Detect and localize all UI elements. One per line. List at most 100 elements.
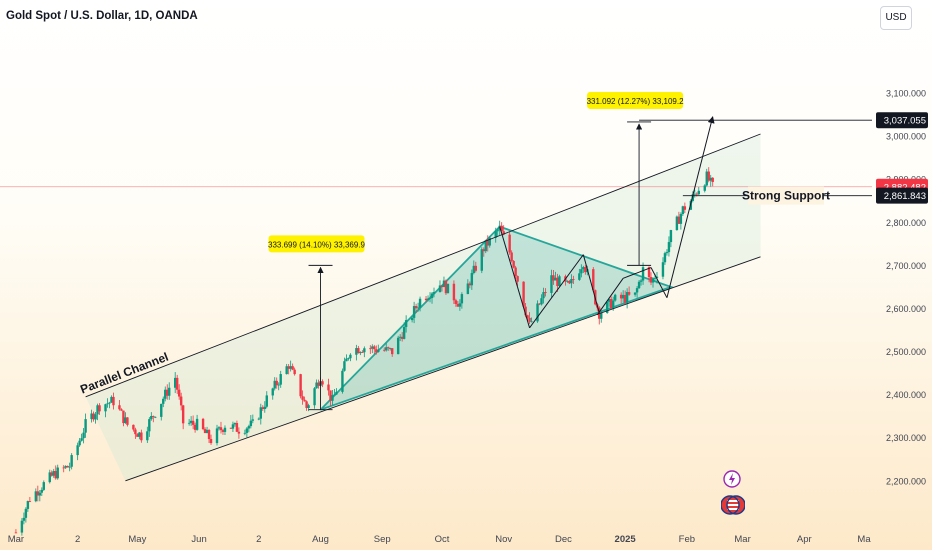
candle-body <box>203 429 207 434</box>
x-tick-label: Oct <box>435 534 450 545</box>
candle-body <box>289 366 292 369</box>
candle-body <box>647 267 651 278</box>
candle-body <box>572 279 575 280</box>
candle-body <box>160 403 163 417</box>
candle-body <box>146 431 149 441</box>
candle-body <box>279 374 282 385</box>
candle-body <box>536 303 539 322</box>
candle-body <box>373 346 376 350</box>
candle-body <box>62 467 65 469</box>
candle-body <box>679 214 683 224</box>
candle-body <box>484 240 487 252</box>
candle-body <box>243 432 247 434</box>
candle-body <box>193 424 197 430</box>
candle-body <box>705 171 708 186</box>
candle-body <box>410 317 414 321</box>
candle-body <box>526 315 529 318</box>
candle-body <box>259 407 263 419</box>
price-label-2861-bg <box>876 187 928 204</box>
candle-body <box>480 249 483 271</box>
candle-body <box>709 177 712 181</box>
candle-body <box>675 216 679 231</box>
candle-body <box>500 225 503 232</box>
x-tick-label: Mar <box>8 534 24 545</box>
candle-body <box>154 416 157 418</box>
candle-body <box>118 405 121 410</box>
projection-line <box>596 278 624 316</box>
candle-body <box>42 482 45 490</box>
candle-body <box>207 429 211 440</box>
candle-body <box>446 283 450 294</box>
candle-body <box>48 472 51 483</box>
x-tick-label: 2 <box>256 534 261 545</box>
candle-body <box>68 466 71 468</box>
y-tick-label: 2,400.000 <box>886 390 926 400</box>
candle-body <box>277 384 280 386</box>
currency-button[interactable]: USD <box>880 6 912 30</box>
candle-body <box>359 352 362 354</box>
measure-label: 333.699 (14.10%) 33,369.9 <box>268 240 366 249</box>
candle-body <box>508 234 511 253</box>
candle-body <box>456 303 460 307</box>
candle-body <box>329 390 332 401</box>
candle-body <box>80 438 83 441</box>
candle-body <box>106 403 109 405</box>
candle-body <box>345 358 348 362</box>
candle-body <box>621 294 625 299</box>
candle-body <box>606 301 609 313</box>
candle-body <box>120 409 123 411</box>
candle-body <box>582 267 585 270</box>
candle-body <box>305 401 308 408</box>
candle-body <box>627 292 631 295</box>
candle-body <box>641 267 645 281</box>
candle-body <box>416 307 420 309</box>
candle-body <box>38 492 42 496</box>
candle-body <box>404 320 408 327</box>
candle-body <box>387 347 390 349</box>
candle-body <box>347 358 350 359</box>
candle-body <box>138 432 141 437</box>
candle-body <box>669 230 673 243</box>
candle-body <box>205 429 209 434</box>
candle-body <box>66 466 69 468</box>
candle-body <box>98 405 101 412</box>
candle-body <box>271 388 274 396</box>
y-tick-label: 2,500.000 <box>886 347 926 357</box>
x-tick-label: Feb <box>679 534 695 545</box>
candle-body <box>221 430 225 432</box>
candle-body <box>191 420 195 425</box>
candle-body <box>181 405 185 424</box>
candle-body <box>472 265 476 274</box>
candle-body <box>398 336 402 338</box>
candle-body <box>327 384 330 391</box>
candle-body <box>542 292 545 299</box>
candle-body <box>707 171 710 181</box>
x-tick-label: Dec <box>555 534 572 545</box>
candle-body <box>108 402 111 404</box>
candle-body <box>235 423 239 432</box>
candle-body <box>24 508 28 518</box>
y-tick-label: 2,700.000 <box>886 261 926 271</box>
us-flag-icon[interactable] <box>721 494 745 516</box>
candle-body <box>122 410 125 424</box>
candle-body <box>263 406 266 410</box>
channel-fill <box>85 134 761 481</box>
candle-body <box>494 231 497 238</box>
candle-body <box>377 349 380 353</box>
candle-body <box>363 348 366 353</box>
candle-body <box>20 520 24 533</box>
candle-body <box>36 491 40 496</box>
candle-body <box>301 396 304 400</box>
candle-body <box>275 380 278 386</box>
candle-body <box>458 303 462 307</box>
candle-body <box>470 273 474 286</box>
candle-body <box>175 377 179 390</box>
lightning-icon[interactable] <box>723 470 741 488</box>
candle-body <box>619 294 623 299</box>
x-tick-label: 2 <box>75 534 80 545</box>
candle-body <box>195 418 199 430</box>
candle-body <box>522 281 525 307</box>
candle-body <box>96 405 99 415</box>
